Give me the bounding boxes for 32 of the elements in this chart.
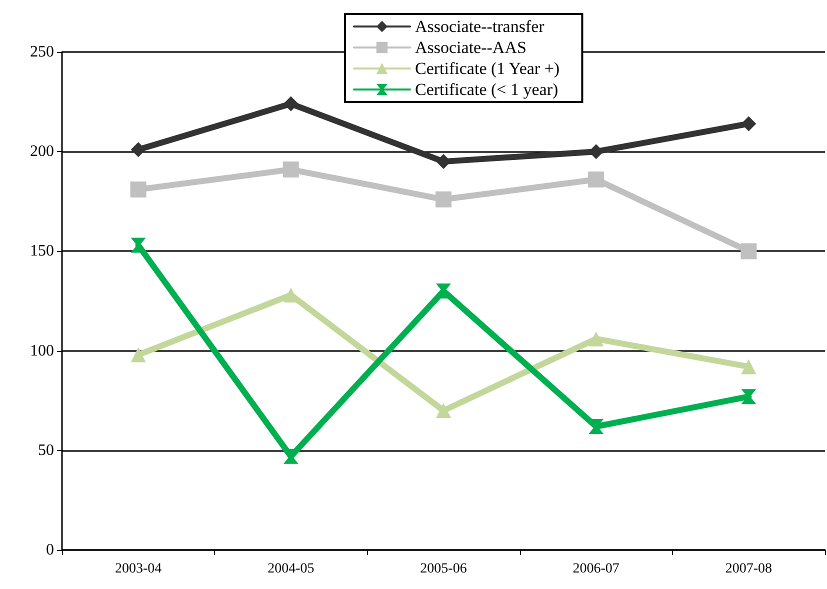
y-tick-label: 150 (30, 242, 54, 260)
point (436, 284, 451, 299)
point (588, 418, 604, 434)
legend-label: Associate--AAS (415, 38, 526, 57)
point (130, 181, 146, 198)
point (588, 171, 604, 188)
point (130, 142, 146, 158)
y-tick-label: 0 (46, 542, 54, 558)
legend-label: Associate--transfer (415, 17, 545, 36)
point (741, 389, 756, 404)
point (282, 162, 299, 178)
point (436, 191, 452, 208)
point (741, 116, 756, 132)
point (436, 403, 451, 418)
legend-label: Certificate (< 1 year) (415, 80, 558, 99)
y-tick-label: 100 (30, 342, 54, 360)
x-tick-label: 2006-07 (572, 562, 620, 576)
y-tick-label: 50 (38, 442, 54, 459)
y-tick-label: 250 (30, 44, 54, 60)
point (283, 448, 298, 464)
point (130, 238, 146, 253)
point (740, 243, 757, 260)
legend-label: Certificate (1 Year +) (415, 59, 560, 78)
x-tick-label: 2003-04 (114, 562, 162, 576)
x-tick-label: 2005-06 (420, 562, 467, 576)
point (283, 96, 298, 112)
x-tick-label: 2004-05 (268, 562, 314, 576)
point (741, 359, 756, 374)
point (130, 347, 146, 362)
point (588, 331, 604, 346)
y-tick-label: 200 (30, 143, 54, 160)
x-tick-label: 2007-08 (725, 562, 772, 576)
